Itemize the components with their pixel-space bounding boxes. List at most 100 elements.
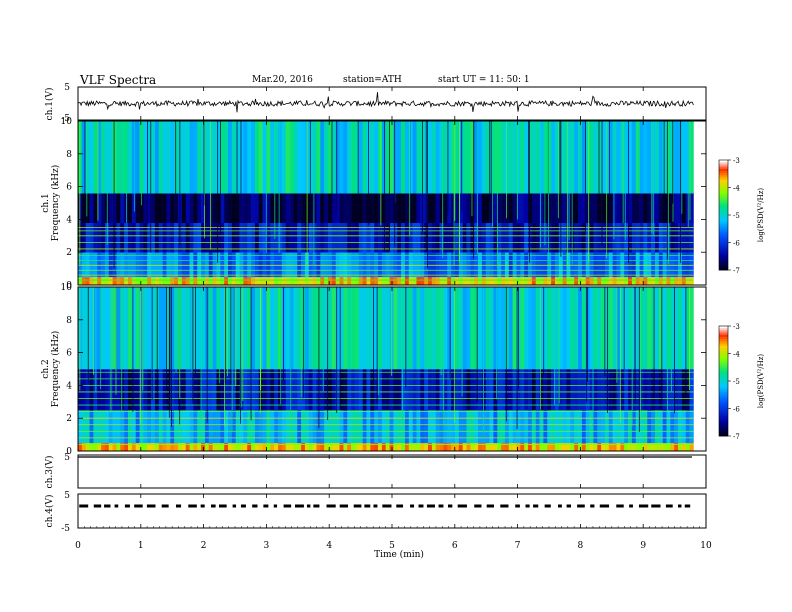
spectrogram-cell [681, 410, 687, 444]
spectrogram-cell [543, 276, 548, 286]
spectrogram-cell [470, 442, 475, 452]
spectrogram-cell [574, 369, 579, 411]
spectrogram-cell [324, 222, 329, 253]
spectrogram-cell [604, 442, 610, 452]
spectrogram-cell [408, 410, 413, 444]
spectrogram-cell [293, 410, 298, 444]
spectrogram-cell [320, 276, 325, 286]
spectrogram-cell [416, 252, 421, 278]
spectrogram-cell [347, 369, 352, 411]
ch4-ytick-top: 5 [64, 491, 70, 501]
spectrogram-cell [366, 410, 371, 444]
ch4-waveform-panel: 5 -5 ch.4(V) [44, 491, 707, 534]
spectrogram-cell [666, 442, 671, 452]
spectrogram-cell [128, 410, 133, 444]
spectrogram-cell [481, 121, 487, 194]
spectrogram-cell [354, 442, 360, 452]
spectrogram-cell [89, 410, 94, 444]
spectrogram-cell [666, 369, 671, 411]
spectrogram-cell [120, 222, 125, 253]
spectrogram-cell [654, 442, 660, 452]
spectrogram-cell [612, 276, 617, 286]
spectrogram-cell [312, 287, 317, 370]
colorbar-cell [719, 420, 728, 424]
ch4-pulse [515, 504, 520, 508]
colorbar-tick-label: -4 [733, 351, 740, 359]
spectrogram-cell [654, 287, 660, 370]
spectrogram-cell [293, 252, 298, 278]
spectrogram-cell [135, 222, 140, 253]
colorbar-cell [719, 425, 728, 428]
spectrogram-cell [647, 369, 652, 411]
colorbar-cell [719, 221, 728, 225]
spectrogram-cell [643, 276, 648, 286]
colorbar-cell [719, 173, 728, 176]
colorbar-cell [719, 250, 728, 253]
spectrogram-cell [685, 369, 690, 411]
spectrogram-cell [516, 121, 521, 194]
spectrogram-cell [308, 287, 313, 370]
spectrogram-cell [216, 369, 221, 411]
spectrogram-cell [504, 369, 510, 411]
spectrogram-cell [297, 121, 302, 194]
spectrogram-cell [643, 287, 648, 370]
spectrogram-cell [581, 222, 587, 253]
spectrogram-cell [128, 252, 133, 278]
time-tick-label: 3 [264, 541, 270, 551]
spectrogram-cell [478, 193, 483, 223]
spectrogram-cell [147, 222, 152, 253]
spectrogram-cell [358, 369, 363, 411]
spectrogram-cell [431, 442, 437, 452]
spectrogram-cell [97, 252, 102, 278]
spectrogram-cell [201, 193, 206, 223]
spectrogram-cell [424, 287, 429, 370]
spectrogram-cell [678, 442, 683, 452]
colorbar-cell [719, 334, 728, 338]
spectrogram-cell [89, 287, 94, 370]
spectrogram-cell [135, 369, 140, 411]
spectrogram-cell [624, 287, 629, 370]
spectrogram-cell [297, 193, 302, 223]
date-label: Mar.20, 2016 [252, 75, 313, 85]
spectrogram-cell [278, 222, 283, 253]
spectrogram-cell [239, 442, 244, 452]
spectrogram-cell [370, 369, 375, 411]
spectrogram-cell [562, 369, 567, 411]
spectrogram-cell [235, 410, 240, 444]
spectrogram-cell [393, 410, 398, 444]
spectrogram-cell [478, 222, 483, 253]
spectrogram-cell [481, 442, 487, 452]
colorbar-tick-label: -6 [733, 406, 740, 414]
spectrogram-cell [439, 442, 444, 452]
spectrogram-cell [112, 410, 117, 444]
spectrogram-cell [281, 121, 287, 194]
spectrogram-cell [104, 287, 110, 370]
spectrogram-cell [420, 410, 425, 444]
ch2-spectrogram-image [78, 287, 706, 452]
spectrogram-cell [416, 442, 421, 452]
spectrogram-cell [162, 442, 167, 452]
ch4-pulse [353, 504, 362, 508]
spectrogram-cell [643, 369, 648, 411]
spectrogram-cell [124, 193, 129, 223]
spectrogram-cell [620, 287, 625, 370]
spectrogram-cell [93, 193, 98, 223]
spectrogram-cell [97, 222, 102, 253]
spectrogram-cell [447, 121, 452, 194]
spectrogram-cell [570, 287, 575, 370]
spectrogram-cell [520, 252, 525, 278]
spectrogram-cell [378, 276, 383, 286]
spectrogram-cell [135, 276, 140, 286]
ch4-waveform-trace [79, 504, 691, 508]
ch4-pulse [599, 504, 610, 508]
colorbar-cell [719, 407, 728, 410]
spectrogram-cell [647, 193, 652, 223]
spectrogram-cell [424, 410, 429, 444]
spectrogram-cell [316, 287, 321, 370]
spectrogram-cell [435, 222, 440, 253]
spectrogram-cell [189, 252, 194, 278]
spectrogram-cell [101, 410, 106, 444]
spectrogram-cell [470, 121, 475, 194]
spectrogram-cell [389, 410, 394, 444]
